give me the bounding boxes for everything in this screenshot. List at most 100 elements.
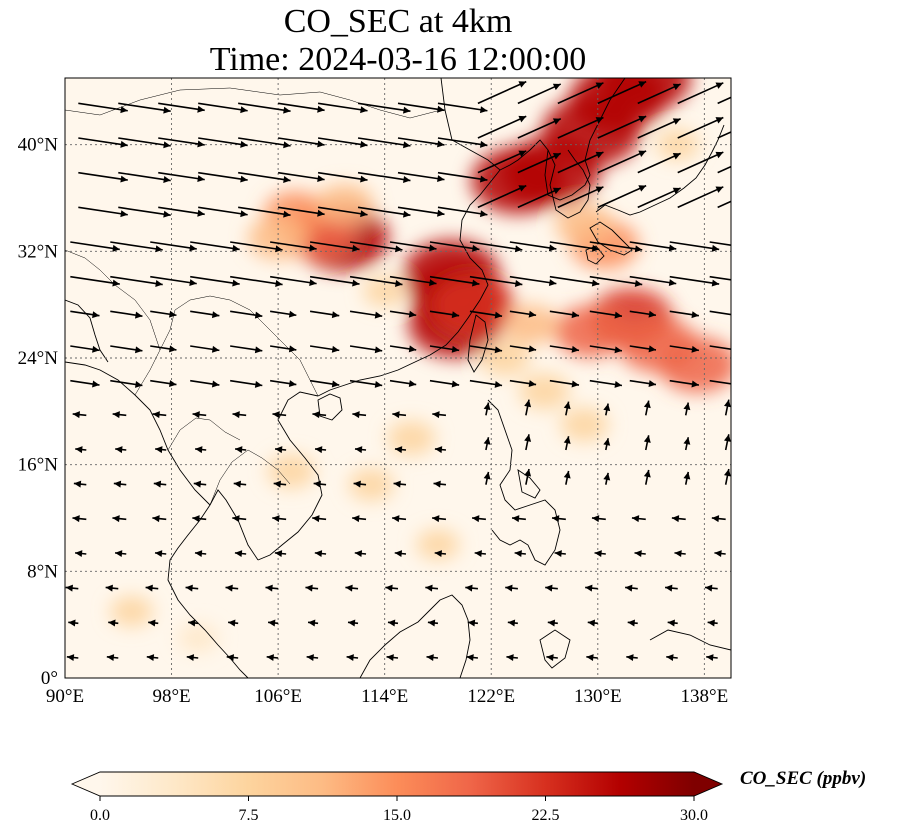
wind-arrow-head [115,550,123,558]
wind-arrow-shaft [477,115,527,139]
wind-arrow-shaft [629,241,677,250]
wind-arrow-head [274,550,283,558]
wind-arrow-head [192,411,200,419]
wind-arrow-head [232,279,240,287]
wind-arrow-head [465,584,473,592]
wind-arrow-shaft [70,275,120,285]
wind-arrow-head [266,654,274,662]
wind-arrow-head [288,310,297,318]
wind-arrow-head [643,435,651,443]
wind-arrow-head [479,210,488,218]
wind-arrow-head [563,470,571,479]
wind-arrow-head [188,619,196,627]
wind-arrow-shaft [629,275,677,285]
wind-arrow-head [352,244,360,252]
wind-arrow-head [345,584,353,592]
wind-arrow-head [75,550,83,558]
wind-arrow-head [197,175,205,183]
wind-arrow-shaft [709,345,731,351]
wind-arrow-head [434,550,443,558]
wind-arrow-head [552,153,561,160]
wind-arrow-head [626,654,634,662]
wind-arrow-shaft [477,80,527,105]
wind-arrow-shaft [677,151,724,174]
wind-arrow-head [232,515,240,523]
wind-arrow-head [434,446,443,454]
wind-arrow-shaft [270,275,317,285]
wind-arrow-shaft [549,241,600,251]
wind-arrow-head [518,81,527,88]
wind-arrow-head [163,141,171,149]
wind-arrow-head [591,515,600,523]
wind-arrow-head [92,311,100,319]
wind-arrow-head [120,175,128,183]
lon-tick-label: 90°E [46,686,84,707]
wind-vectors [65,80,741,662]
wind-arrow-shaft [198,206,248,216]
wind-arrow-shaft [190,275,240,285]
wind-arrow-head [429,279,437,287]
wind-arrow-head [68,619,76,627]
wind-arrow-shaft [669,241,720,251]
wind-arrow-head [587,619,596,627]
co-plume [656,129,700,161]
wind-arrow-head [514,245,523,253]
wind-arrow-shaft [349,241,403,251]
wind-arrow-head [451,380,460,388]
wind-arrow-head [305,584,313,592]
wind-arrow-head [552,515,560,523]
wind-arrow-head [283,106,291,114]
wind-arrow-head [707,619,715,627]
wind-arrow-shaft [397,171,445,181]
wind-arrow-head [148,619,156,627]
wind-arrow-head [360,175,368,183]
wind-arrow-head [232,244,240,252]
wind-arrow-head [317,175,325,183]
wind-arrow-head [514,550,522,558]
wind-arrow-shaft [238,102,291,112]
wind-arrow-head [505,584,513,592]
wind-arrow-head [552,118,561,125]
wind-arrow-head [408,345,417,353]
wind-arrow-head [272,411,280,419]
wind-arrow-head [591,279,600,287]
wind-arrow-head [134,380,143,388]
wind-arrow-shaft [517,152,562,174]
wind-arrow-head [169,380,177,388]
wind-arrow-head [408,310,417,318]
wind-arrow-head [546,654,554,662]
wind-arrow-head [403,210,411,218]
wind-arrow-head [471,279,480,287]
lon-tick-label: 138°E [681,686,729,707]
wind-arrow-head [734,312,741,319]
wind-arrow-head [479,140,488,148]
wind-arrow-head [668,244,677,252]
wind-arrow-head [387,619,396,627]
wind-arrow-head [395,245,403,253]
wind-arrow-head [734,381,741,388]
wind-arrow-head [638,185,647,192]
wind-arrow-head [672,153,681,160]
wind-arrow-head [524,468,532,477]
wind-arrow-head [614,311,622,319]
wind-arrow-head [192,515,200,523]
wind-arrow-shaft [557,116,604,139]
wind-arrow-head [479,106,488,114]
wind-arrow-head [506,654,514,662]
wind-arrow-head [240,175,248,183]
wind-arrow-head [309,279,317,287]
wind-arrow-head [552,187,561,195]
wind-arrow-shaft [709,275,731,281]
lat-tick-label: 16°N [18,455,59,476]
colorbar-tick-label: 15.0 [383,807,411,824]
wind-arrow-head [225,584,233,592]
wind-arrow-head [185,584,193,592]
wind-arrow-shaft [118,102,171,112]
wind-arrow-head [603,438,611,446]
lat-tick-label: 40°N [18,135,59,156]
co-plume [430,274,515,335]
wind-arrow-shaft [158,102,205,112]
wind-arrow-head [72,515,80,523]
colorbar-tick-label: 7.5 [239,807,259,824]
wind-arrow-head [92,380,100,388]
